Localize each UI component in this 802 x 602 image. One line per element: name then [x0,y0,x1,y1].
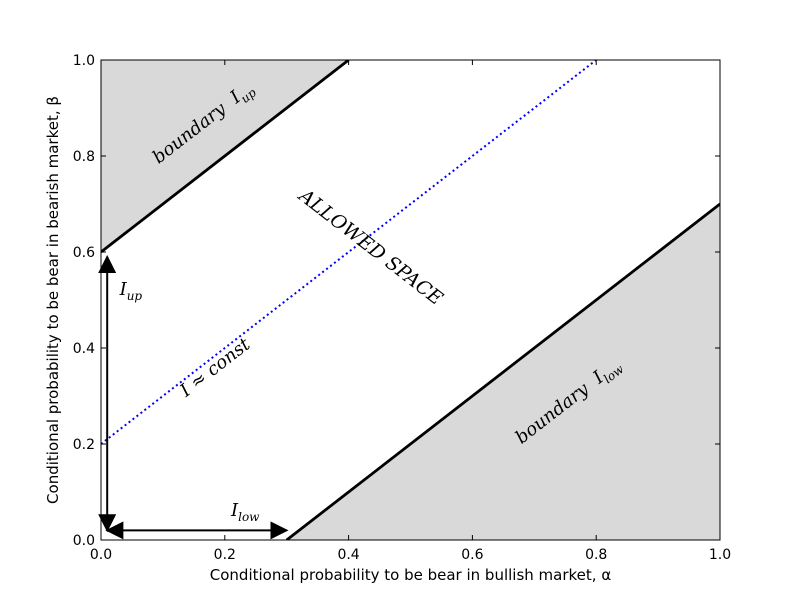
y-tick-label: 0.4 [73,341,95,357]
y-tick-label: 0.8 [73,149,95,165]
annotation-i-up-symbol: I [119,279,128,300]
annotation-i-low-symbol: I [230,500,239,521]
y-tick-label: 0.2 [73,437,95,453]
y-tick-label: 0.6 [73,245,95,261]
y-tick-label: 0.0 [73,533,95,549]
y-axis-title: Conditional probability to be bear in be… [44,96,62,504]
boundary-up-line [101,60,350,254]
x-axis-title: Conditional probability to be bear in bu… [210,566,612,584]
x-tick-label: 0.2 [214,547,236,563]
x-tick-label: 0.8 [585,547,607,563]
annotation-i-low: Ilow [230,500,260,524]
y-tick-label: 1.0 [73,53,95,69]
annotation-i-up: Iup [119,279,143,303]
x-tick-label: 0.6 [461,547,483,563]
x-tick-label: 1.0 [709,547,731,563]
annotation-i-low-subscript: low [238,510,260,524]
x-tick-label: 0.0 [90,547,112,563]
boundary-low-line [285,202,720,540]
annotation-i-up-subscript: up [127,289,143,303]
x-tick-label: 0.4 [337,547,359,563]
